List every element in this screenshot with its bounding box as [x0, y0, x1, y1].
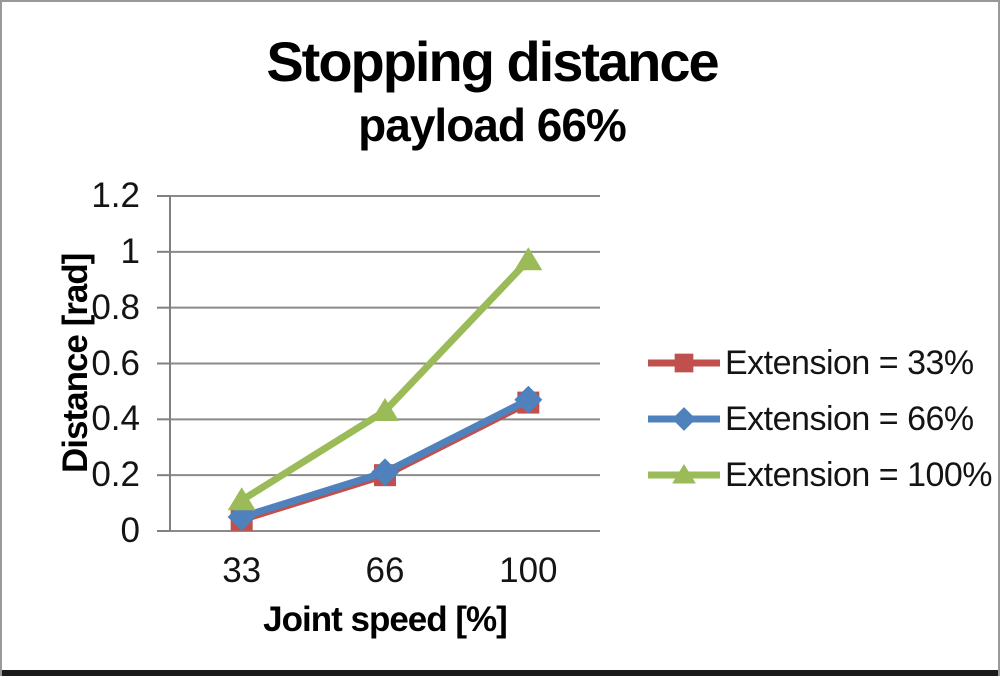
legend-swatch	[648, 463, 720, 484]
legend-label: Extension = 66%	[725, 399, 974, 438]
bottom-border-bar	[2, 670, 998, 676]
legend-swatch	[648, 407, 720, 431]
x-tick-label: 66	[365, 551, 405, 590]
legend-swatch	[648, 353, 720, 373]
legend-item: Extension = 66%	[648, 399, 974, 438]
y-tick-label: 1.2	[91, 176, 140, 215]
y-tick-label: 0	[120, 511, 140, 550]
diamond-marker	[371, 458, 399, 487]
diamond-marker	[227, 503, 256, 532]
legend-item: Extension = 100%	[648, 455, 993, 494]
x-tick-label: 33	[222, 551, 262, 590]
legend-label: Extension = 33%	[725, 343, 974, 382]
y-axis-title: Distance [rad]	[56, 253, 95, 474]
triangle-marker	[227, 487, 256, 511]
y-tick-label: 1	[120, 231, 140, 271]
diamond-marker	[672, 407, 696, 431]
legend-label: Extension = 100%	[725, 455, 993, 494]
x-tick-label: 100	[499, 551, 558, 590]
triangle-marker	[672, 463, 696, 484]
y-tick-label: 0.4	[91, 399, 140, 439]
y-tick-label: 0.2	[91, 455, 140, 495]
chart-subtitle: payload 66%	[358, 99, 627, 151]
y-tick-label: 0.8	[91, 287, 140, 327]
triangle-marker	[514, 247, 543, 271]
diamond-marker	[514, 385, 543, 414]
legend-item: Extension = 33%	[648, 343, 974, 382]
triangle-marker	[371, 397, 399, 421]
chart-title: Stopping distance	[266, 30, 719, 93]
y-tick-label: 0.6	[91, 343, 140, 383]
x-axis-title: Joint speed [%]	[263, 600, 508, 639]
square-marker	[674, 353, 694, 373]
